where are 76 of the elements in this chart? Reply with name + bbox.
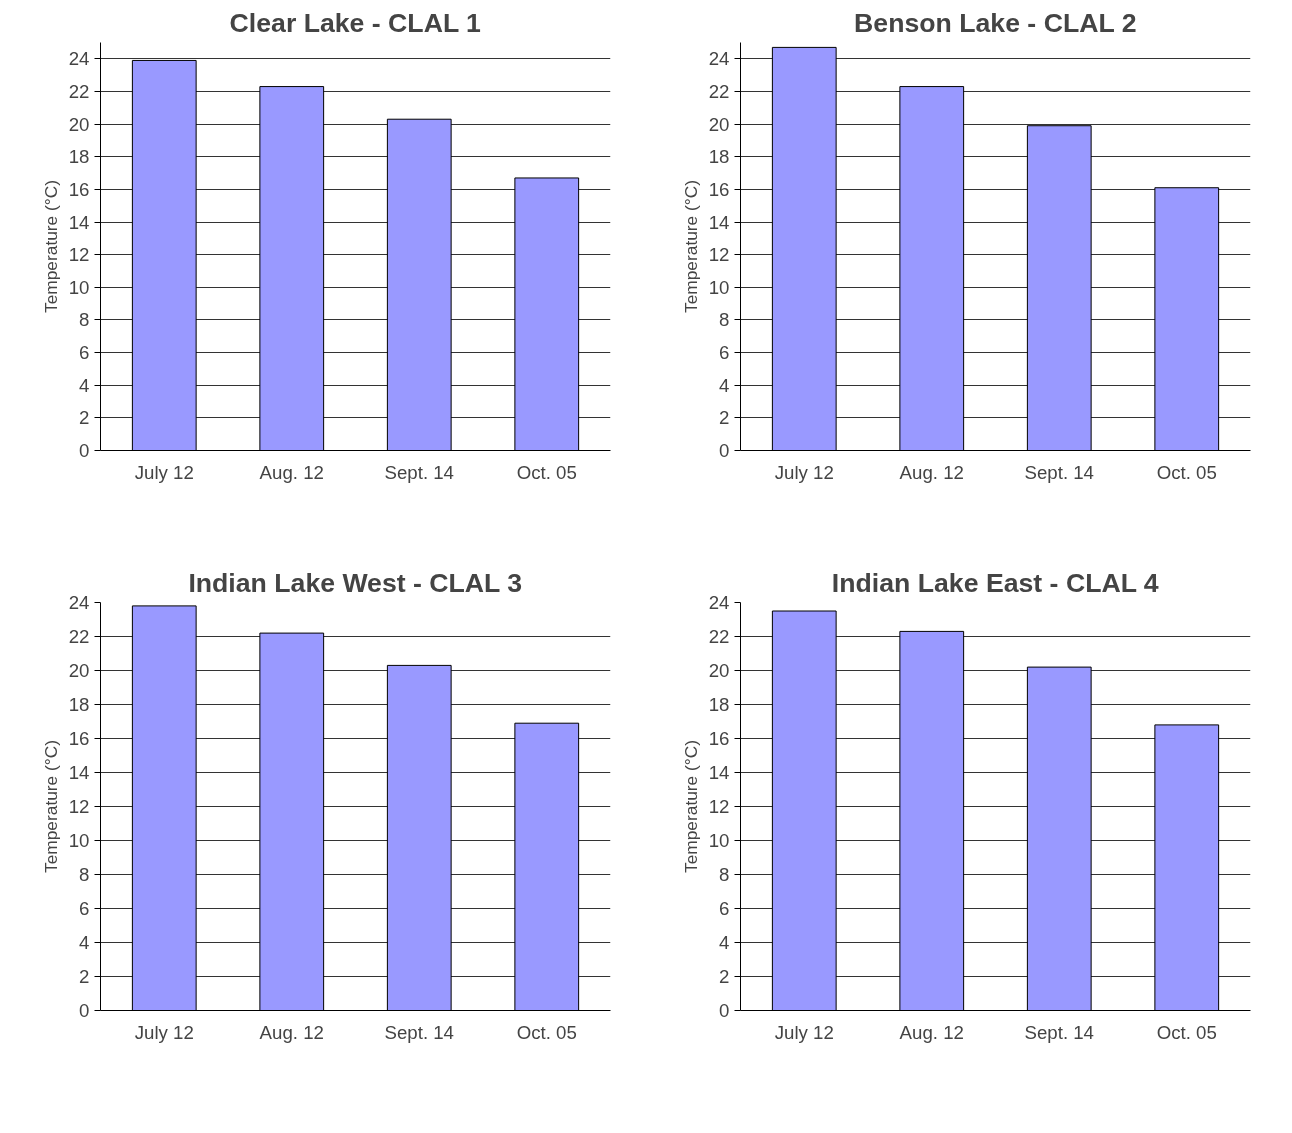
y-tick-label: 10 [68,830,90,851]
y-tick-label: 0 [719,1000,730,1021]
y-tick-label: 0 [79,1000,90,1021]
y-tick-label: 20 [708,660,730,681]
y-tick-label: 22 [68,80,90,102]
y-tick-label: 12 [708,796,730,817]
y-tick-label: 6 [719,898,730,919]
y-tick-label: 24 [708,592,730,613]
y-tick-label: 18 [68,146,90,168]
y-tick-label: 16 [708,728,730,749]
y-tick-label: 14 [68,762,90,783]
x-tick-label: July 12 [134,461,194,483]
y-tick-label: 2 [79,407,90,429]
x-tick-label: Sept. 14 [384,1021,454,1043]
y-axis-title: Temperature (°C) [680,179,701,314]
y-tick-label: 22 [68,626,90,647]
x-tick-label: July 12 [774,1021,834,1043]
x-tick-label: Oct. 05 [1156,461,1217,483]
x-tick-label: Oct. 05 [516,1021,577,1043]
y-tick-label: 4 [79,932,90,953]
y-tick-label: 12 [68,244,90,266]
x-tick-label: Sept. 14 [384,461,454,483]
y-tick-label: 18 [708,146,730,168]
y-tick-label: 16 [708,178,730,200]
chart-title: Clear Lake - CLAL 1 [229,7,482,38]
y-tick-label: 4 [719,932,730,953]
y-tick-label: 10 [708,830,730,851]
y-tick-label: 12 [708,244,730,266]
y-tick-label: 16 [68,178,90,200]
y-tick-label: 24 [68,48,90,70]
y-tick-label: 22 [708,626,730,647]
y-tick-label: 18 [68,694,90,715]
y-axis-title: Temperature (°C) [680,739,701,874]
y-tick-label: 20 [708,113,730,135]
y-tick-label: 2 [719,407,730,429]
y-tick-label: 24 [708,48,730,70]
chart-title: Indian Lake East - CLAL 4 [831,567,1159,598]
y-tick-label: 0 [79,440,90,461]
y-tick-label: 24 [68,592,90,613]
y-tick-label: 18 [708,694,730,715]
y-tick-label: 6 [79,898,90,919]
y-tick-label: 4 [79,374,90,396]
chart-title: Benson Lake - CLAL 2 [854,7,1137,38]
y-tick-label: 10 [708,276,730,298]
y-tick-label: 4 [719,374,730,396]
x-tick-label: Aug. 12 [899,1021,964,1043]
y-tick-label: 14 [68,211,90,233]
x-tick-label: Oct. 05 [516,461,577,483]
y-tick-label: 22 [708,80,730,102]
y-tick-label: 14 [708,211,730,233]
x-tick-label: Aug. 12 [259,461,324,483]
x-tick-label: Sept. 14 [1024,1021,1094,1043]
x-tick-label: Sept. 14 [1024,461,1094,483]
y-tick-label: 8 [79,864,90,885]
y-axis-title: Temperature (°C) [40,179,61,314]
y-tick-label: 20 [68,660,90,681]
x-tick-label: Aug. 12 [899,461,964,483]
y-tick-label: 10 [68,276,90,298]
y-tick-label: 6 [719,342,730,364]
x-tick-label: Aug. 12 [259,1021,324,1043]
chart-title: Indian Lake West - CLAL 3 [188,567,523,598]
y-tick-label: 2 [719,966,730,987]
y-tick-label: 6 [79,342,90,364]
y-tick-label: 20 [68,113,90,135]
y-tick-label: 2 [79,966,90,987]
y-axis-title: Temperature (°C) [40,739,61,874]
y-tick-label: 8 [79,309,90,331]
y-tick-label: 8 [719,864,730,885]
x-tick-label: July 12 [774,461,834,483]
x-tick-label: Oct. 05 [1156,1021,1217,1043]
y-tick-label: 8 [719,309,730,331]
y-tick-label: 0 [719,440,730,461]
x-tick-label: July 12 [134,1021,194,1043]
y-tick-label: 16 [68,728,90,749]
y-tick-label: 12 [68,796,90,817]
y-tick-label: 14 [708,762,730,783]
